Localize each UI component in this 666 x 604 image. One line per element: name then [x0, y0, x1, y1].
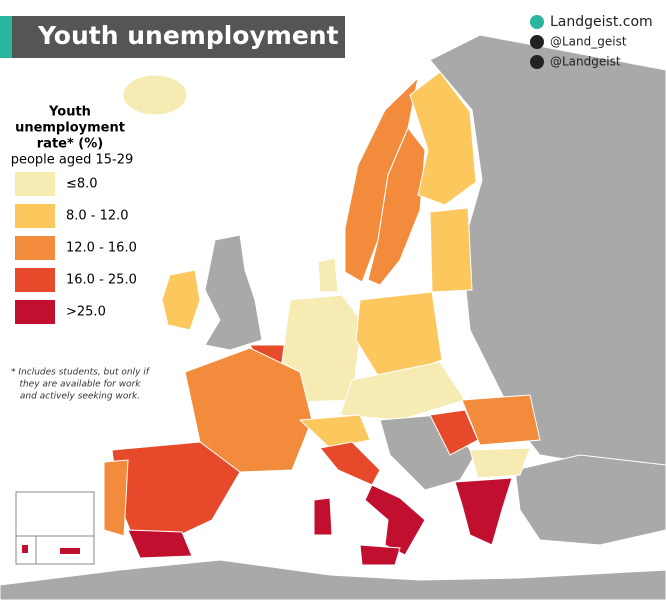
legend-swatch: [15, 300, 55, 324]
legend-label: 8.0 - 12.0: [66, 209, 129, 224]
sardinia: [313, 497, 333, 536]
east-land: [429, 34, 666, 471]
brand: Landgeist.com @Land_geist @Landgeist: [530, 14, 653, 69]
sweden: [367, 127, 426, 286]
title-accent: [0, 16, 12, 58]
legend-label: ≤8.0: [66, 177, 98, 192]
brand-icon: [530, 35, 544, 49]
turkey: [514, 454, 666, 546]
romania: [461, 394, 541, 446]
legend-label: >25.0: [66, 305, 106, 320]
italy: [319, 441, 381, 486]
greece: [454, 477, 513, 546]
legend-title: Youth: [48, 105, 91, 120]
map: [0, 34, 666, 601]
finland: [409, 71, 477, 206]
footnote-line: * Includes students, but only if: [11, 368, 151, 378]
iceland: [122, 74, 188, 116]
title: Youth unemployment: [37, 21, 339, 50]
denmark: [317, 257, 339, 293]
ireland: [161, 269, 201, 331]
brand-icon: [530, 55, 544, 69]
legend-swatch: [15, 172, 55, 196]
italy-north: [298, 414, 371, 449]
sicily: [359, 544, 401, 566]
brand-text: @Landgeist: [550, 55, 621, 69]
legend-subtitle: people aged 15-29: [11, 153, 134, 168]
footnote-line: and actively seeking work.: [20, 392, 140, 402]
footnote-line: they are available for work: [19, 380, 141, 390]
legend-label: 16.0 - 25.0: [66, 273, 137, 288]
footnote: * Includes students, but only if they are…: [11, 368, 151, 402]
legend-title: rate* (%): [37, 137, 103, 152]
central: [339, 361, 466, 421]
legend-label: 12.0 - 16.0: [66, 241, 137, 256]
bulgaria: [469, 447, 531, 479]
andalusia: [127, 529, 193, 559]
legend-swatch: [15, 236, 55, 260]
legend-title: unemployment: [15, 121, 125, 136]
uk: [204, 234, 263, 351]
portugal: [103, 459, 129, 537]
title-bar: [0, 16, 345, 58]
brand-text: @Land_geist: [550, 35, 627, 49]
legend-swatch: [15, 268, 55, 292]
inset: [15, 491, 95, 565]
brand-icon: [530, 15, 544, 29]
baltics: [429, 207, 473, 293]
brand-text: Landgeist.com: [550, 14, 653, 30]
legend-swatch: [15, 204, 55, 228]
